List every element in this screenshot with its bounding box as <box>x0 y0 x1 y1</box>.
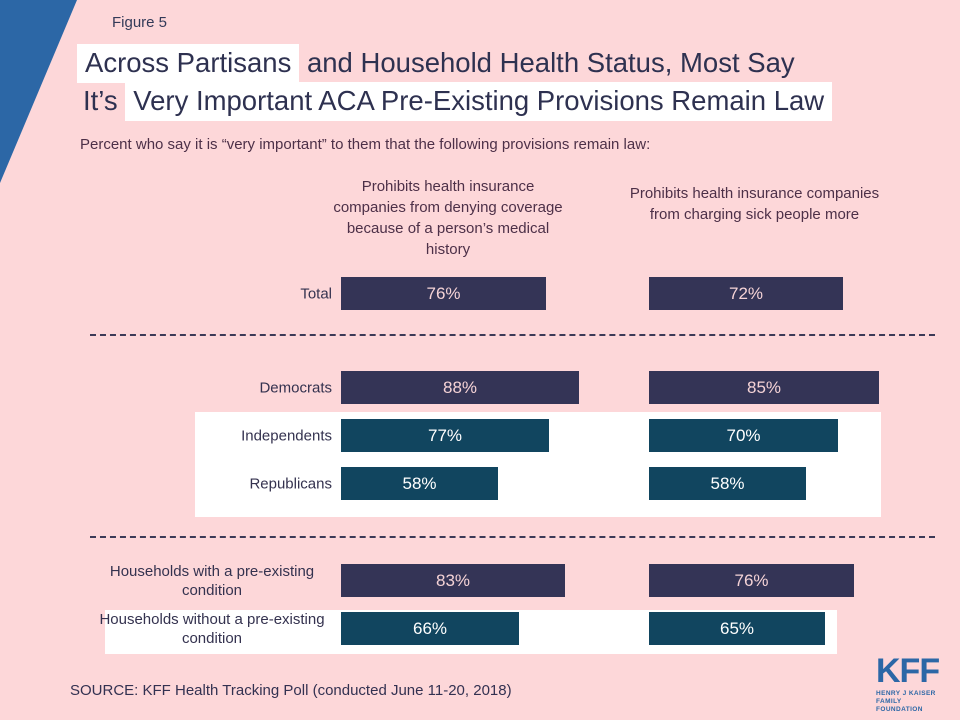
bar-value-democrats-col2: 85% <box>746 378 782 397</box>
title-pre-2: It’s <box>83 85 126 116</box>
row-label-total: Total <box>300 285 332 302</box>
bar-democrats-col2: 85% <box>649 371 879 404</box>
bar-value-republicans-col2: 58% <box>710 474 745 493</box>
bar-value-republicans-col1: 58% <box>402 474 437 493</box>
bar-republicans-col1: 58% <box>341 467 498 500</box>
bar-value-independents-col1: 77% <box>427 426 463 445</box>
row-label-households-with-a-pre-existing-condition: Households with a pre-existing condition <box>109 562 315 599</box>
page-title: Across Partisans and Household Health St… <box>77 44 833 121</box>
bar-value-democrats-col1: 88% <box>442 378 478 397</box>
title-highlight-1: Across Partisans <box>77 44 300 83</box>
kff-logo: KFF HENRY J KAISER FAMILY FOUNDATION <box>876 654 948 714</box>
bar-households-without-a-pre-existing-condition-col1: 66% <box>341 612 519 645</box>
kff-logo-tagline: HENRY J KAISER FAMILY FOUNDATION <box>876 690 948 714</box>
chart-subtitle: Percent who say it is “very important” t… <box>80 136 651 153</box>
row-label-households-without-a-pre-existing-condition: Households without a pre-existing condit… <box>99 610 325 647</box>
bar-independents-col1: 77% <box>341 419 549 452</box>
bar-democrats-col1: 88% <box>341 371 579 404</box>
corner-triangle-decoration <box>0 0 77 183</box>
row-label-republicans: Republicans <box>249 475 332 492</box>
title-line-1: Across Partisans and Household Health St… <box>77 44 832 83</box>
bar-households-without-a-pre-existing-condition-col2: 65% <box>649 612 825 645</box>
bar-value-total-col2: 72% <box>728 284 764 303</box>
divider-dashed-bottom <box>90 536 935 538</box>
bar-value-households-without-a-pre-existing-condition-col2: 65% <box>719 619 755 638</box>
bar-republicans-col2: 58% <box>649 467 806 500</box>
bar-value-independents-col2: 70% <box>726 426 761 445</box>
bar-value-households-with-a-pre-existing-condition-col2: 76% <box>734 571 769 590</box>
bar-households-with-a-pre-existing-condition-col1: 83% <box>341 564 565 597</box>
row-label-democrats: Democrats <box>259 379 332 396</box>
kff-logo-tagline-line2: FAMILY FOUNDATION <box>876 698 923 713</box>
bar-value-households-without-a-pre-existing-condition-col1: 66% <box>412 619 448 638</box>
kff-logo-wordmark: KFF <box>876 652 940 690</box>
column-header-deny-coverage: Prohibits health insurance companies fro… <box>333 178 563 258</box>
kff-logo-tagline-line1: HENRY J KAISER <box>876 690 936 697</box>
bar-value-households-with-a-pre-existing-condition-col1: 83% <box>435 571 471 590</box>
title-rest-1: and Household Health Status, Most Say <box>299 47 795 78</box>
bar-independents-col2: 70% <box>649 419 838 452</box>
bar-households-with-a-pre-existing-condition-col2: 76% <box>649 564 854 597</box>
bar-total-col1: 76% <box>341 277 546 310</box>
title-line-2: It’s Very Important ACA Pre-Existing Pro… <box>77 82 833 121</box>
row-label-independents: Independents <box>241 427 332 444</box>
title-highlight-2: Very Important ACA Pre-Existing Provisio… <box>125 82 833 121</box>
bar-total-col2: 72% <box>649 277 843 310</box>
divider-dashed-top <box>90 334 935 336</box>
bar-value-total-col1: 76% <box>426 284 461 303</box>
figure-label: Figure 5 <box>112 14 168 31</box>
source-note: SOURCE: KFF Health Tracking Poll (conduc… <box>70 682 512 699</box>
column-header-charge-more: Prohibits health insurance companies fro… <box>629 185 880 223</box>
